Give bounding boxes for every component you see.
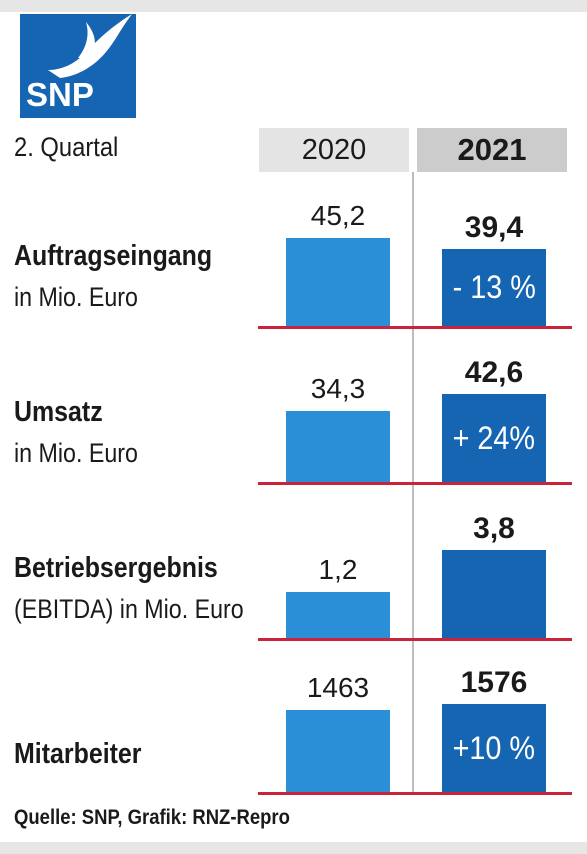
- year-header-2020: 2020: [259, 128, 409, 172]
- logo-text: SNP: [26, 76, 94, 113]
- value-label-2021: 1576: [460, 666, 528, 699]
- top-band: [0, 0, 587, 12]
- value-label-2020: 1463: [306, 672, 370, 704]
- value-label-2020: 34,3: [310, 373, 366, 405]
- value-label-2021: 39,4: [464, 211, 524, 245]
- value-label-2020: 1,2: [318, 554, 358, 585]
- baseline-rule: [258, 792, 572, 795]
- bar-2021: - 13 %: [442, 249, 546, 326]
- bar-2020: [286, 411, 390, 482]
- row-subtitle: (EBITDA) in Mio. Euro: [14, 594, 244, 624]
- row-title: Mitarbeiter: [14, 738, 142, 770]
- change-label: +10 %: [452, 729, 536, 766]
- bird-icon: [20, 14, 136, 118]
- source-note: Quelle: SNP, Grafik: RNZ-Repro: [14, 806, 290, 829]
- baseline-rule: [258, 638, 572, 641]
- bottom-band: [0, 842, 587, 854]
- bar-2020: [286, 710, 390, 792]
- snp-logo: SNP: [20, 14, 136, 118]
- row-title: Betriebsergebnis: [14, 552, 218, 584]
- baseline-rule: [258, 326, 572, 329]
- row-subtitle: in Mio. Euro: [14, 282, 138, 312]
- row-title: Auftragseingang: [14, 240, 213, 272]
- value-label-2021: 3,8: [473, 512, 515, 545]
- bar-2021: + 24%: [442, 394, 546, 482]
- bar-2021: [442, 550, 546, 638]
- year-header-2021: 2021: [417, 128, 567, 172]
- bar-2021: +10 %: [442, 704, 546, 792]
- baseline-rule: [258, 482, 572, 485]
- bar-2020: [286, 592, 390, 638]
- change-label: - 13 %: [452, 269, 536, 306]
- period-label: 2. Quartal: [14, 132, 119, 162]
- value-label-2021: 42,6: [464, 356, 524, 389]
- change-label: + 24%: [452, 419, 536, 456]
- row-title: Umsatz: [14, 396, 103, 428]
- row-subtitle: in Mio. Euro: [14, 438, 138, 468]
- value-label-2020: 45,2: [310, 200, 366, 231]
- bar-2020: [286, 238, 390, 326]
